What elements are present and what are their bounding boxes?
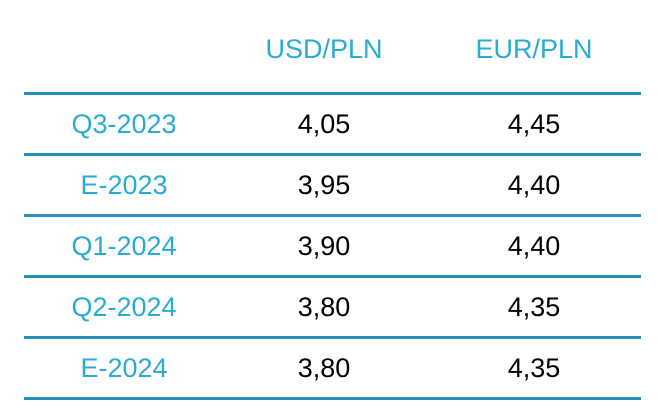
- table-body: Q3-2023 4,05 4,45 E-2023 3,95 4,40 Q1-20…: [24, 92, 641, 400]
- row-label: E-2023: [80, 170, 168, 200]
- row-label: Q2-2024: [71, 292, 177, 322]
- usd-pln-value: 3,80: [297, 353, 351, 383]
- table-row: Q3-2023 4,05 4,45: [24, 95, 641, 156]
- table-row: E-2023 3,95 4,40: [24, 156, 641, 217]
- row-label: Q3-2023: [71, 109, 177, 139]
- column-header-eur-pln: EUR/PLN: [475, 34, 593, 64]
- table-row: Q1-2024 3,90 4,40: [24, 217, 641, 278]
- column-header-usd-pln: USD/PLN: [265, 34, 383, 64]
- row-label: Q1-2024: [71, 231, 177, 261]
- usd-pln-value: 3,80: [297, 292, 351, 322]
- row-label: E-2024: [80, 353, 168, 383]
- usd-pln-value: 4,05: [297, 109, 351, 139]
- eur-pln-value: 4,35: [507, 292, 561, 322]
- usd-pln-value: 3,95: [297, 170, 351, 200]
- table-row: E-2024 3,80 4,35: [24, 339, 641, 400]
- usd-pln-value: 3,90: [297, 231, 351, 261]
- eur-pln-value: 4,45: [507, 109, 561, 139]
- eur-pln-value: 4,40: [507, 170, 561, 200]
- forecast-table: USD/PLN EUR/PLN Q3-2023 4,05 4,45 E-2023…: [24, 0, 641, 400]
- table-row: Q2-2024 3,80 4,35: [24, 278, 641, 339]
- eur-pln-value: 4,40: [507, 231, 561, 261]
- table-header: USD/PLN EUR/PLN: [24, 0, 641, 92]
- eur-pln-value: 4,35: [507, 353, 561, 383]
